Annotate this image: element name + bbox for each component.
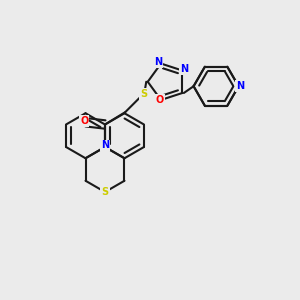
- Text: S: S: [101, 187, 109, 197]
- Text: O: O: [155, 95, 164, 105]
- Text: N: N: [180, 64, 188, 74]
- Text: N: N: [154, 57, 162, 67]
- Text: N: N: [236, 81, 244, 91]
- Text: O: O: [80, 116, 88, 126]
- Text: S: S: [140, 89, 147, 99]
- Text: N: N: [101, 140, 109, 151]
